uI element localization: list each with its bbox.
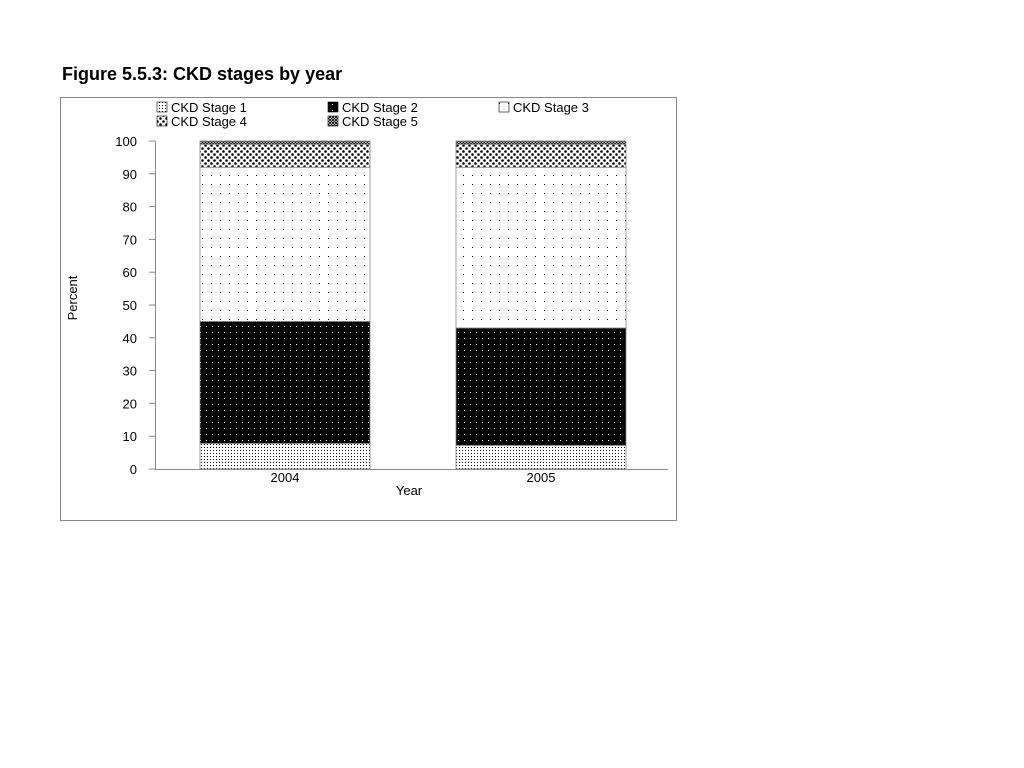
x-tick-label: 2005: [527, 470, 556, 485]
legend-swatch-ckd-stage-2: [327, 101, 339, 113]
y-tick-label: 0: [130, 462, 137, 477]
y-tick-label: 100: [115, 134, 137, 149]
y-tick-label: 50: [123, 298, 137, 313]
y-tick-label: 40: [123, 331, 137, 346]
x-ticks: 2004 2005: [271, 470, 556, 485]
legend-swatch-ckd-stage-4: [156, 115, 168, 127]
legend-swatch-ckd-stage-1: [156, 101, 168, 113]
legend-swatch-ckd-stage-3: [498, 101, 510, 113]
bar-ckd-stage-2-2004: [199, 320, 371, 444]
bar-ckd-stage-3-2005: [455, 166, 627, 329]
y-axis-label: Percent: [65, 275, 80, 320]
bar-ckd-stage-5-2005: [455, 140, 627, 145]
bar-ckd-stage-3-2004: [199, 166, 371, 322]
y-tick-label: 60: [123, 265, 137, 280]
bar-ckd-stage-4-2004: [199, 143, 371, 168]
legend-label-ckd-stage-3: CKD Stage 3: [513, 100, 589, 115]
bar-ckd-stage-1-2004: [199, 443, 371, 470]
bar-ckd-stage-1-2005: [455, 444, 627, 470]
y-tick-label: 20: [123, 396, 137, 411]
y-tick-label: 10: [123, 429, 137, 444]
y-tick-label: 70: [123, 232, 137, 247]
bar-ckd-stage-5-2004: [199, 140, 371, 145]
chart-frame: [60, 97, 677, 521]
y-tick-label: 30: [123, 364, 137, 379]
x-tick-label: 2004: [271, 470, 300, 485]
y-tick-label: 80: [123, 200, 137, 215]
legend-label-ckd-stage-5: CKD Stage 5: [342, 114, 418, 129]
y-ticks: 0 10 20 30 40 50 60 70 80 90 100: [115, 134, 155, 477]
x-axis-label: Year: [396, 483, 423, 498]
legend-swatch-ckd-stage-5: [327, 115, 339, 127]
legend: CKD Stage 1 CKD Stage 2 CKD Stage 3 CKD Sta…: [156, 100, 589, 129]
bar-ckd-stage-4-2005: [455, 143, 627, 168]
bar-ckd-stage-2-2005: [455, 327, 627, 446]
legend-label-ckd-stage-1: CKD Stage 1: [171, 100, 247, 115]
bars: [199, 140, 627, 470]
y-tick-label: 90: [123, 167, 137, 182]
legend-label-ckd-stage-2: CKD Stage 2: [342, 100, 418, 115]
legend-label-ckd-stage-4: CKD Stage 4: [171, 114, 247, 129]
figure-title: Figure 5.5.3: CKD stages by year: [62, 64, 343, 84]
